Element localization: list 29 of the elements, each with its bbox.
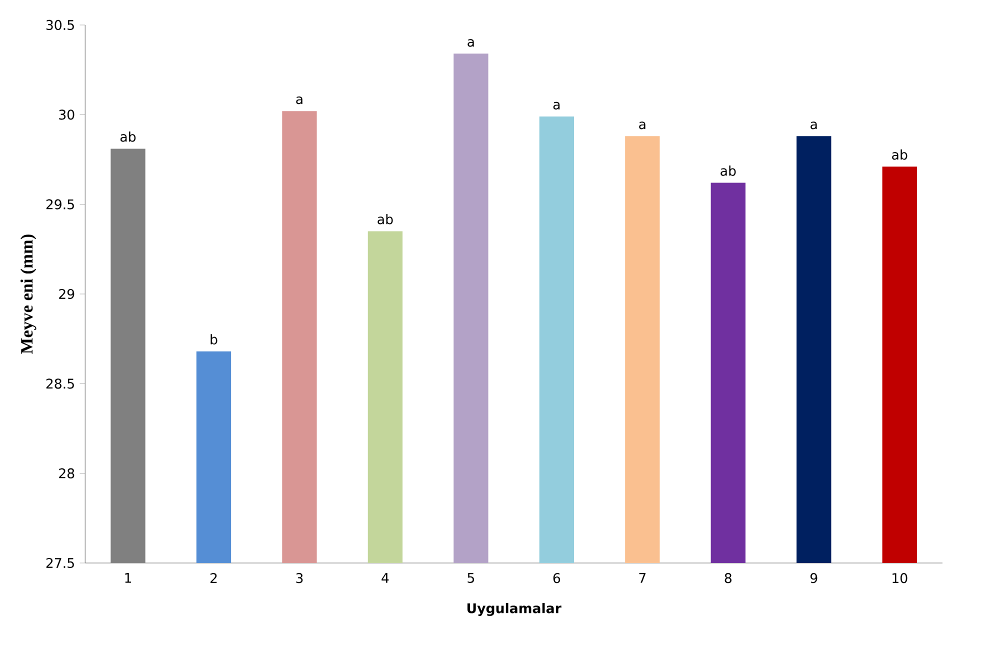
annotation: a: [553, 102, 560, 110]
x-tick-label: 9: [810, 573, 818, 584]
x-tick-label: 2: [210, 573, 217, 583]
y-tick-label: 28: [59, 468, 74, 478]
y-tick-label: 30.5: [46, 20, 74, 30]
annotation: ab: [892, 149, 908, 160]
annotation: a: [639, 122, 646, 130]
y-tick-label: 28.5: [46, 378, 74, 389]
annotation: ab: [720, 166, 736, 176]
y-tick-label: 29.5: [46, 199, 74, 210]
x-tick-label: 5: [468, 573, 474, 583]
x-tick-label: 3: [296, 573, 303, 584]
annotation: a: [810, 122, 817, 130]
x-axis-title: Uygulamalar: [467, 602, 562, 616]
x-tick-label: 8: [724, 573, 732, 584]
y-tick-label: 27.5: [46, 558, 74, 568]
annotation: a: [296, 96, 302, 104]
annotation: ab: [120, 131, 136, 142]
x-tick-label: 4: [382, 573, 389, 583]
x-tick-label: 7: [639, 573, 646, 583]
y-tick-label: 30: [59, 110, 74, 120]
x-tick-label: 1: [125, 573, 132, 583]
annotation: ab: [378, 214, 393, 224]
x-tick-label: 10: [892, 573, 908, 584]
y-axis-title: Meyve eni (mm): [20, 234, 36, 354]
y-tick-label: 29: [59, 288, 74, 300]
x-tick-label: 6: [553, 573, 560, 584]
annotation: b: [210, 334, 218, 344]
annotation: a: [468, 39, 474, 47]
